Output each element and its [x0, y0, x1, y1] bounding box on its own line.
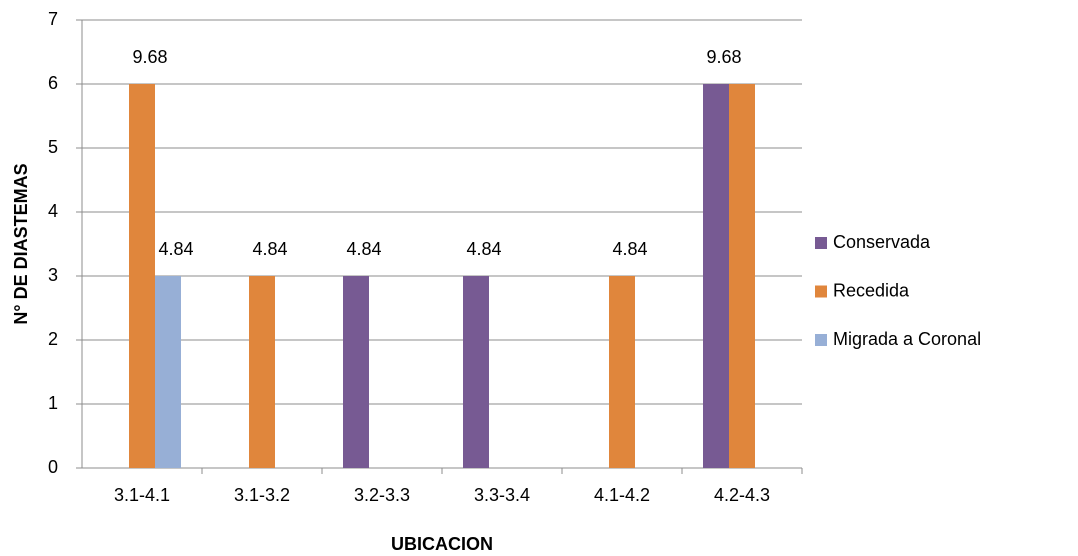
x-tick-label: 3.3-3.4 — [474, 485, 530, 505]
y-tick-label: 0 — [48, 457, 58, 477]
y-tick-label: 7 — [48, 9, 58, 29]
x-tick-label: 3.1-4.1 — [114, 485, 170, 505]
data-label: 4.84 — [466, 239, 501, 259]
data-label: 4.84 — [252, 239, 287, 259]
legend-label: Migrada a Coronal — [833, 329, 981, 349]
data-label: 4.84 — [612, 239, 647, 259]
legend-swatch — [815, 334, 827, 346]
y-tick-label: 5 — [48, 137, 58, 157]
legend-swatch — [815, 285, 827, 298]
y-axis-title: N° DE DIASTEMAS — [11, 163, 31, 324]
data-label: 4.84 — [346, 239, 381, 259]
legend-label: Recedida — [833, 280, 910, 300]
bar — [155, 276, 181, 468]
y-tick-label: 2 — [48, 329, 58, 349]
data-label: 4.84 — [158, 239, 193, 259]
x-tick-label: 3.2-3.3 — [354, 485, 410, 505]
data-label: 9.68 — [706, 47, 741, 67]
bar — [129, 84, 155, 468]
x-tick-label: 4.2-4.3 — [714, 485, 770, 505]
bar — [609, 276, 635, 468]
bar — [249, 276, 275, 468]
x-tick-label: 3.1-3.2 — [234, 485, 290, 505]
y-tick-label: 3 — [48, 265, 58, 285]
data-label: 9.68 — [132, 47, 167, 67]
legend-label: Conservada — [833, 232, 931, 252]
bar — [463, 276, 489, 468]
x-axis-title: UBICACION — [391, 534, 493, 554]
y-tick-label: 4 — [48, 201, 58, 221]
bar — [343, 276, 369, 468]
x-tick-label: 4.1-4.2 — [594, 485, 650, 505]
legend-swatch — [815, 237, 827, 249]
bar — [703, 84, 729, 468]
y-tick-label: 6 — [48, 73, 58, 93]
y-tick-label: 1 — [48, 393, 58, 413]
bar — [729, 84, 755, 468]
